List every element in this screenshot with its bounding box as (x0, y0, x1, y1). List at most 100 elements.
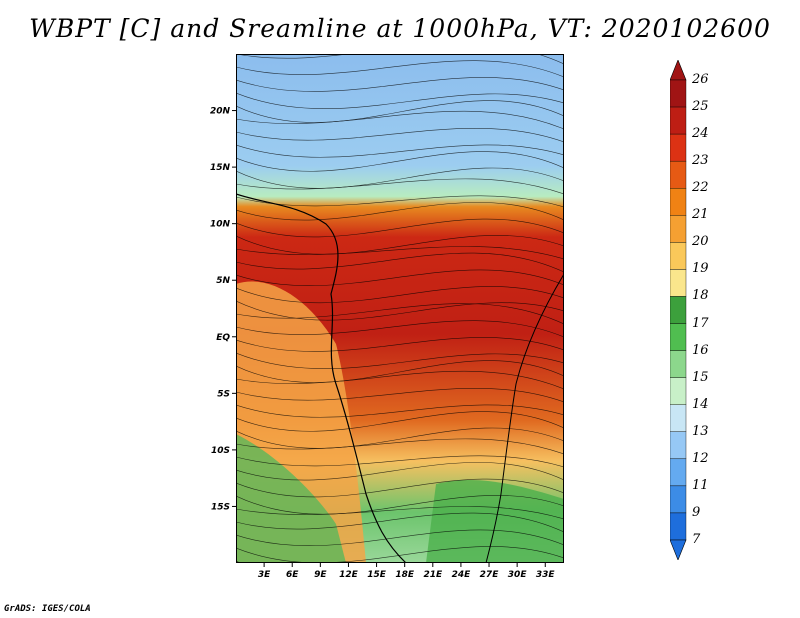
streamline (236, 110, 564, 130)
streamline (236, 151, 564, 172)
streamline (236, 144, 564, 158)
colorbar-label: 9 (692, 504, 701, 520)
colorbar-segment (670, 458, 687, 487)
streamline (236, 546, 564, 563)
lat-tick-label: 15N (210, 163, 231, 173)
lon-tick-label: 6E (286, 570, 299, 580)
southern-green-region (236, 434, 346, 563)
colorbar-label: 18 (692, 288, 709, 304)
colorbar-label: 25 (692, 99, 709, 115)
lon-tick-label: 24E (452, 570, 472, 580)
coastline (236, 193, 407, 563)
colorbar-label: 22 (692, 180, 709, 196)
colorbar-label: 21 (692, 207, 709, 223)
lat-tick-label: 10S (211, 446, 230, 456)
colorbar-segment (670, 269, 687, 297)
colorbar-segment (670, 106, 687, 135)
streamline (236, 100, 564, 123)
colorbar-segment (670, 485, 687, 514)
colorbar-segment (670, 323, 687, 351)
streamline (236, 127, 564, 143)
streamline (236, 529, 564, 546)
colorbar-segment (670, 350, 687, 378)
streamline (236, 455, 564, 468)
streamline (236, 478, 564, 498)
southeast-green-region (426, 479, 564, 563)
colorbar-label: 11 (692, 477, 709, 493)
lon-tick-label: 30E (508, 570, 528, 580)
lat-tick-label: 20N (210, 107, 231, 117)
lon-tick-labels: 3E 6E 9E 12E 15E 18E 21E 24E 27E 30E 33E (258, 563, 556, 580)
streamline (236, 303, 564, 325)
colorbar-label: 20 (692, 234, 709, 250)
lat-tick-label: EQ (216, 333, 230, 343)
map-title: WBPT [C] and Sreamline at 1000hPa, VT: 2… (29, 14, 771, 43)
colorbar-label: 26 (692, 72, 709, 87)
streamline (236, 404, 564, 418)
colorbar-under-arrow (670, 539, 687, 560)
lon-tick-label: 27E (480, 570, 500, 580)
lon-tick-label: 33E (536, 570, 556, 580)
lon-tick-label: 3E (258, 570, 271, 580)
streamline (236, 360, 564, 383)
colorbar-segment (670, 160, 687, 189)
streamline (236, 246, 564, 260)
streamline (236, 411, 564, 432)
lon-tick-label: 21E (423, 570, 443, 580)
colorbar-label: 13 (692, 423, 709, 439)
streamline (236, 269, 564, 286)
east-coastline (485, 273, 564, 563)
colorbar-label: 24 (692, 126, 709, 142)
lon-tick-label: 12E (339, 570, 359, 580)
streamline (236, 60, 564, 78)
lon-tick-label: 18E (395, 570, 415, 580)
streamline (236, 202, 564, 221)
streamline (236, 300, 564, 321)
colorbar-label: 16 (692, 342, 709, 358)
streamline (236, 427, 564, 449)
streamline (236, 387, 564, 403)
lat-tick-label: 5N (216, 276, 230, 286)
streamlines (236, 54, 564, 563)
colorbar-segment (670, 79, 687, 108)
streamline (236, 195, 564, 208)
colorbar: 26 25 24 23 22 21 20 19 18 17 16 15 14 13 12 11 9 7 (670, 60, 710, 560)
streamline (236, 495, 564, 515)
colorbar-segment (670, 431, 687, 460)
colorbar-segment (670, 242, 687, 270)
colorbar-segment (670, 215, 687, 243)
streamline (236, 252, 564, 273)
colorbar-segment (670, 296, 687, 324)
streamline (236, 178, 564, 195)
lat-tick-label: 10N (210, 220, 231, 230)
streamline (236, 77, 564, 92)
colorbar-segment (670, 133, 687, 162)
colorbar-segment (670, 188, 687, 216)
colorbar-segment (670, 512, 687, 541)
streamline (236, 167, 564, 189)
streamline (236, 462, 564, 481)
map-frame (236, 54, 564, 563)
streamline (236, 92, 564, 109)
streamline (236, 438, 564, 455)
colorbar-label: 14 (692, 396, 709, 412)
lat-tick-label: 15S (211, 502, 230, 512)
colorbar-segment (670, 404, 687, 432)
colorbar-segment (670, 377, 687, 405)
colorbar-label: 12 (692, 450, 709, 466)
colorbar-label: 7 (692, 532, 701, 547)
streamline (236, 506, 564, 520)
streamline (236, 218, 564, 238)
colorbar-label: 19 (692, 261, 709, 277)
grads-credit: GrADS: IGES/COLA (4, 604, 91, 614)
colorbar-over-arrow (670, 60, 687, 81)
lon-tick-label: 9E (314, 570, 327, 580)
colorbar-label: 15 (692, 369, 709, 385)
streamline (236, 337, 564, 352)
streamline (236, 54, 564, 65)
streamline (236, 512, 564, 533)
lat-tick-label: 5S (217, 389, 230, 399)
map-panel (236, 54, 564, 563)
colorbar-label: 17 (692, 315, 709, 331)
